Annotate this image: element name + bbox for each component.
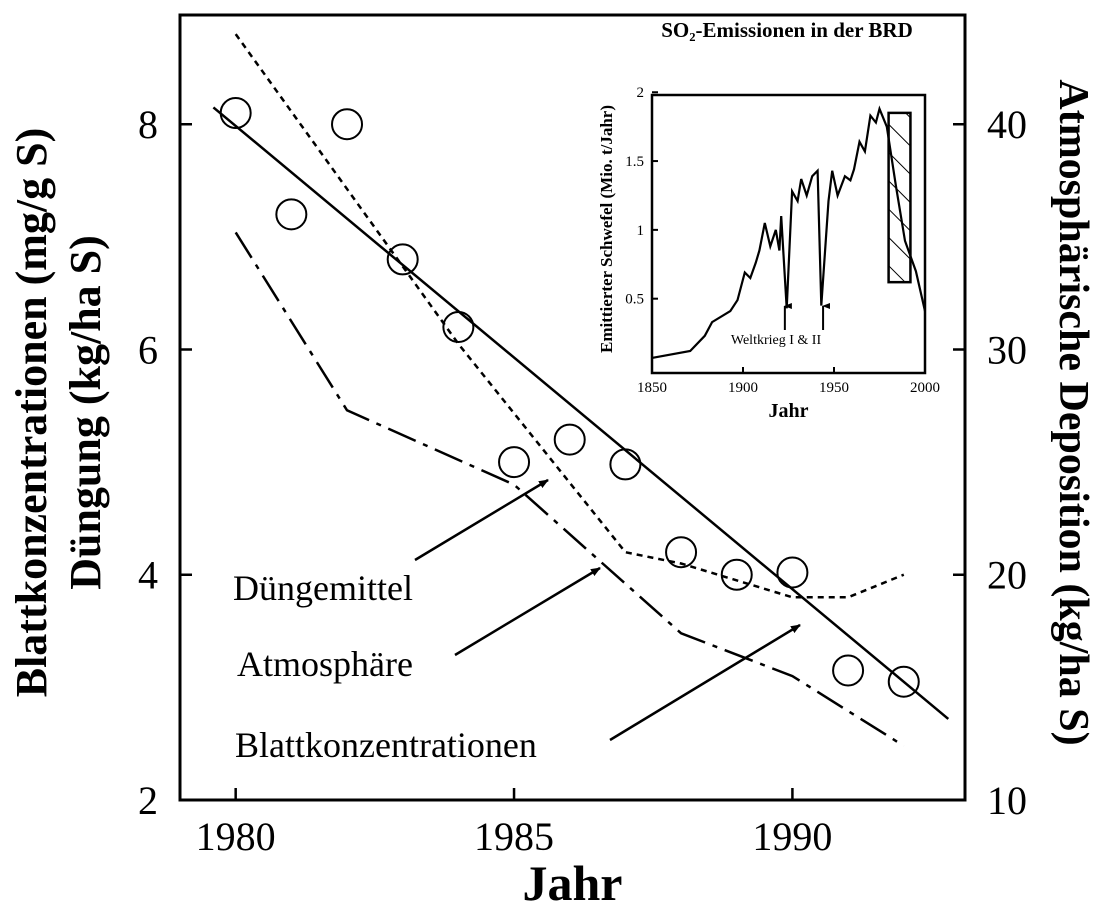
inset-x-tick-label: 1850 <box>637 380 667 396</box>
y-tick-label: 6 <box>138 327 158 372</box>
y-tick-label: 2 <box>138 778 158 823</box>
hatched-band <box>887 111 912 284</box>
inset-y-tick-label: 1.5 <box>625 154 644 170</box>
x-tick-label: 1985 <box>474 814 554 859</box>
inset-y-tick-label: 0.5 <box>625 292 644 308</box>
data-point <box>887 665 920 698</box>
annotation-arrow <box>414 478 549 562</box>
data-line <box>234 231 905 747</box>
inset-x-axis-title: Jahr <box>769 400 809 422</box>
inset-background <box>652 95 925 373</box>
inset-x-tick-label: 2000 <box>910 380 940 396</box>
inset-frame <box>650 93 927 375</box>
data-line <box>234 33 905 599</box>
inset-y-tick-label: 2 <box>637 85 645 101</box>
inset-data-line <box>651 105 927 359</box>
y2-tick-label: 10 <box>987 778 1027 823</box>
y2-tick-label: 20 <box>987 553 1027 598</box>
x-axis-title: Jahr <box>523 855 623 911</box>
data-point <box>720 558 753 591</box>
inset-x-tick-label: 1950 <box>819 380 849 396</box>
plot-frame <box>178 13 967 802</box>
y-tick-label: 4 <box>138 553 158 598</box>
x-tick-label: 1990 <box>752 814 832 859</box>
data-point <box>331 108 364 141</box>
y2-tick-label: 40 <box>987 102 1027 147</box>
data-point <box>498 446 531 479</box>
data-point <box>553 423 586 456</box>
annotation-arrow <box>609 623 801 742</box>
x-tick-label: 1980 <box>196 814 276 859</box>
data-point <box>832 654 865 687</box>
data-point <box>275 198 308 231</box>
inset-y-tick-label: 1 <box>637 223 645 239</box>
data-point <box>665 536 698 569</box>
inset-x-tick-label: 1900 <box>728 380 758 396</box>
inset-y-axis-title: Emittierter Schwefel (Mio. t/Jahr) <box>597 105 616 353</box>
data-point <box>386 243 419 276</box>
data-line <box>212 106 950 720</box>
y-axis-title: Düngung (kg/ha S) <box>61 235 110 590</box>
y-tick-label: 8 <box>138 102 158 147</box>
annotation-arrow <box>454 566 601 657</box>
inset-annotation: Weltkrieg I & II <box>731 333 822 348</box>
y2-axis-title: Atmosphärische Deposition (kg/ha S) <box>1050 79 1096 745</box>
y2-tick-label: 30 <box>987 327 1027 372</box>
data-point <box>776 556 809 589</box>
annotation: Atmosphäre <box>237 644 413 684</box>
annotation: Blattkonzentrationen <box>235 725 537 765</box>
annotation: Düngemittel <box>233 568 413 608</box>
inset-title: SO₂-Emissionen in der BRD <box>661 18 913 42</box>
y-axis-title: Blattkonzentrationen (mg/g S) <box>7 128 56 698</box>
